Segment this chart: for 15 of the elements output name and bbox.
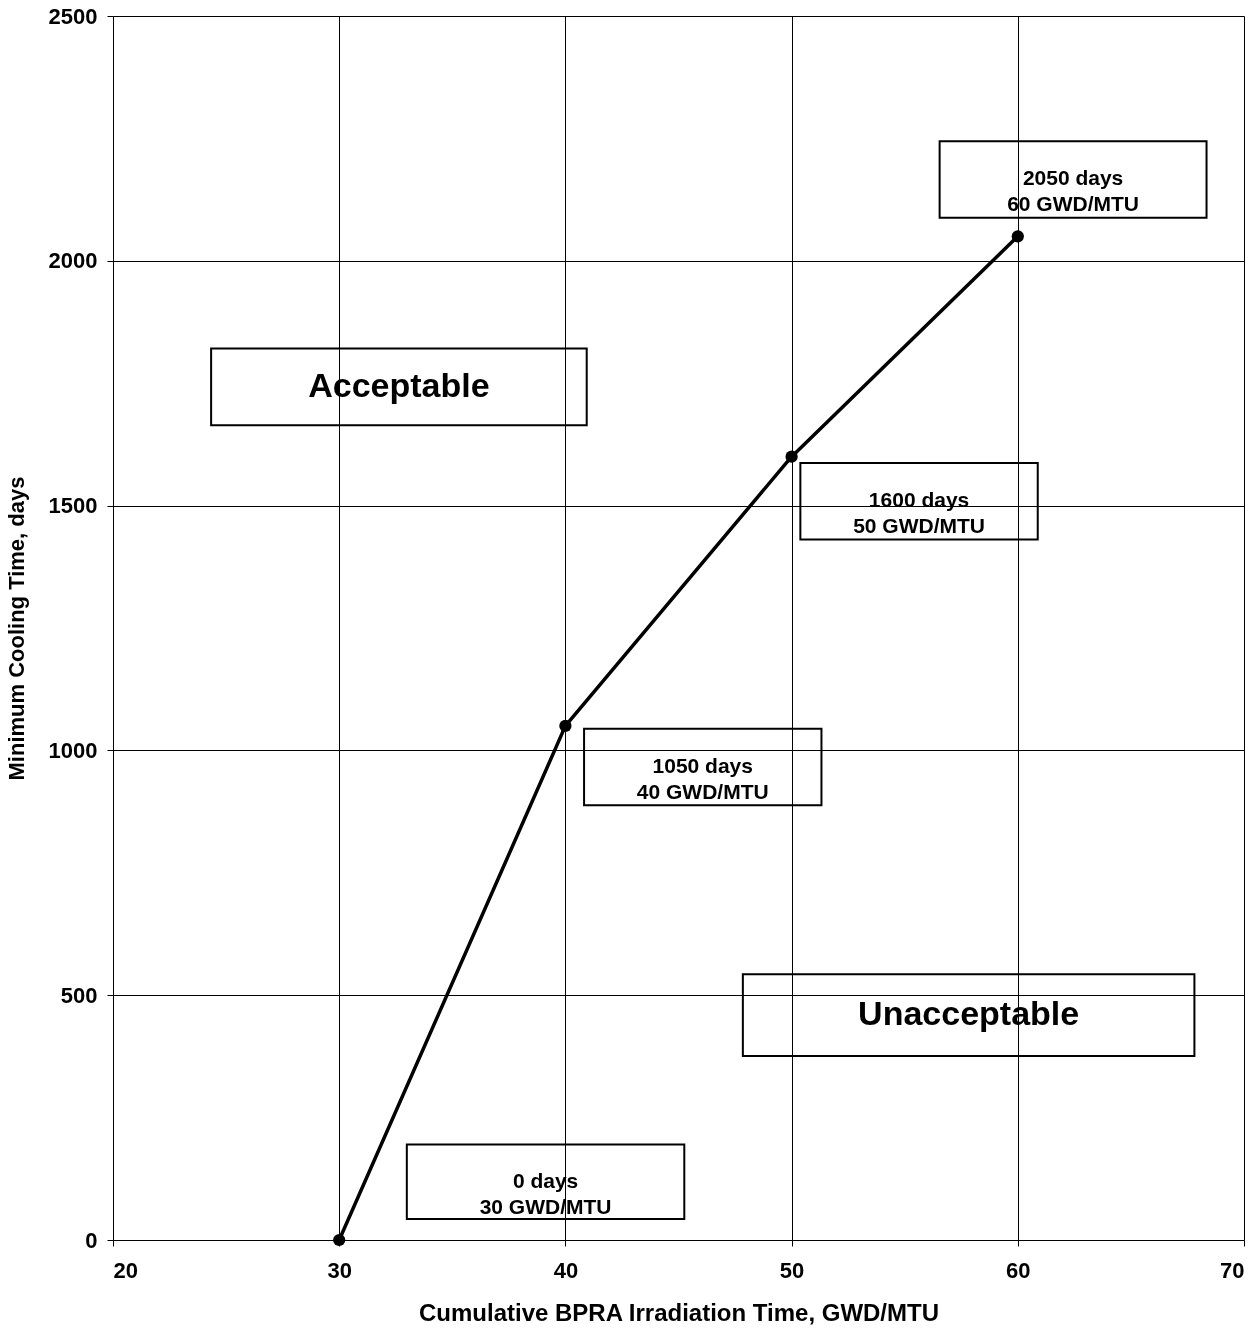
y-tick-label: 2000 bbox=[48, 248, 98, 274]
y-tick-label: 500 bbox=[60, 982, 98, 1008]
x-axis-title: Cumulative BPRA Irradiation Time, GWD/MTU bbox=[418, 1298, 940, 1326]
y-tick-label: 2500 bbox=[48, 3, 98, 29]
y-tick-label: 1500 bbox=[48, 493, 98, 519]
x-tick-label: 50 bbox=[779, 1257, 805, 1283]
y-axis-title: Minimum Cooling Time, days bbox=[3, 476, 29, 781]
x-tick-label: 20 bbox=[113, 1257, 138, 1283]
x-tick-label: 30 bbox=[327, 1257, 352, 1283]
annotation: 1050 days 40 GWD/MTU bbox=[636, 753, 769, 803]
x-tick-label: 70 bbox=[1220, 1257, 1245, 1283]
x-tick-label: 40 bbox=[553, 1257, 579, 1283]
x-tick-label: 60 bbox=[1006, 1257, 1031, 1283]
y-tick-label: 0 bbox=[85, 1227, 98, 1253]
y-tick-label: 1000 bbox=[48, 737, 98, 763]
